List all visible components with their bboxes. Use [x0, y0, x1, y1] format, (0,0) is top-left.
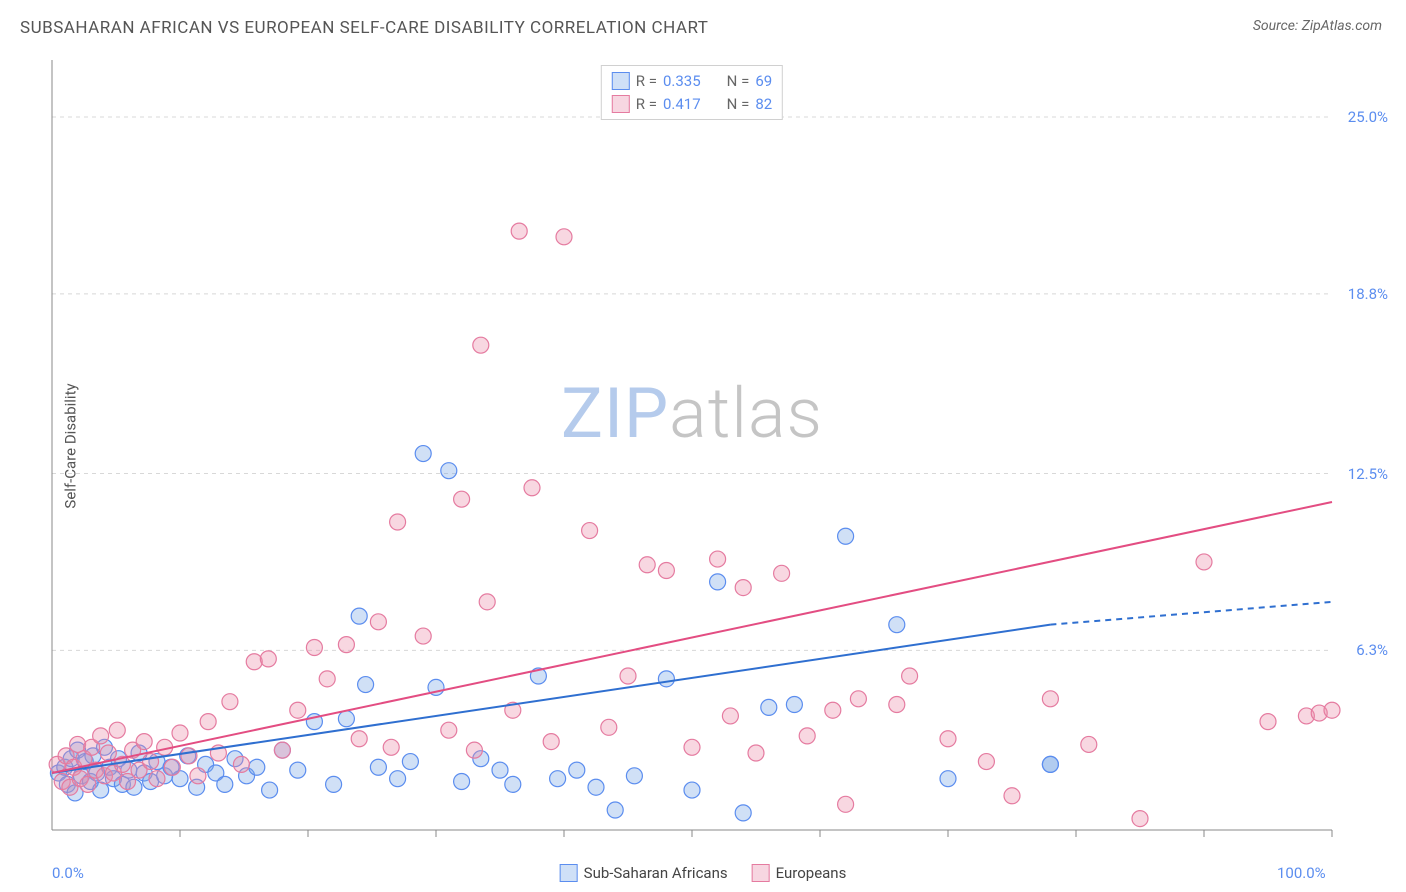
series-label: Sub-Saharan Africans	[584, 864, 728, 882]
series-legend-item: Europeans	[752, 864, 847, 882]
y-tick-label: 18.8%	[1348, 285, 1388, 303]
y-tick-label: 6.3%	[1356, 641, 1388, 659]
n-value: 82	[755, 93, 772, 116]
y-tick-label: 12.5%	[1348, 465, 1388, 483]
plot-svg	[52, 60, 1332, 830]
legend-swatch	[560, 864, 578, 882]
legend-swatch	[612, 72, 630, 90]
source-attribution: Source: ZipAtlas.com	[1253, 18, 1382, 34]
r-value: 0.417	[663, 93, 701, 116]
y-tick-label: 25.0%	[1348, 108, 1388, 126]
chart-container: SUBSAHARAN AFRICAN VS EUROPEAN SELF-CARE…	[0, 0, 1406, 892]
x-tick-label: 100.0%	[1277, 864, 1326, 882]
series-legend-item: Sub-Saharan Africans	[560, 864, 728, 882]
plot-area: ZIPatlas R =0.335N =69R =0.417N =82	[52, 60, 1332, 830]
n-prefix: N =	[727, 70, 750, 93]
r-prefix: R =	[636, 70, 657, 93]
chart-title: SUBSAHARAN AFRICAN VS EUROPEAN SELF-CARE…	[20, 18, 708, 38]
series-label: Europeans	[776, 864, 847, 882]
stats-legend-row: R = 0.417 N =82	[612, 93, 772, 116]
r-prefix: R =	[636, 93, 657, 116]
stats-legend-row: R = 0.335 N =69	[612, 70, 772, 93]
series-legend: Sub-Saharan Africans Europeans	[560, 864, 847, 882]
legend-swatch	[752, 864, 770, 882]
n-value: 69	[755, 70, 772, 93]
stats-legend: R = 0.335 N =69 R = 0.417 N =82	[601, 65, 783, 120]
legend-swatch	[612, 95, 630, 113]
r-value: 0.335	[663, 70, 701, 93]
x-tick-label: 0.0%	[52, 864, 84, 882]
n-prefix: N =	[727, 93, 750, 116]
